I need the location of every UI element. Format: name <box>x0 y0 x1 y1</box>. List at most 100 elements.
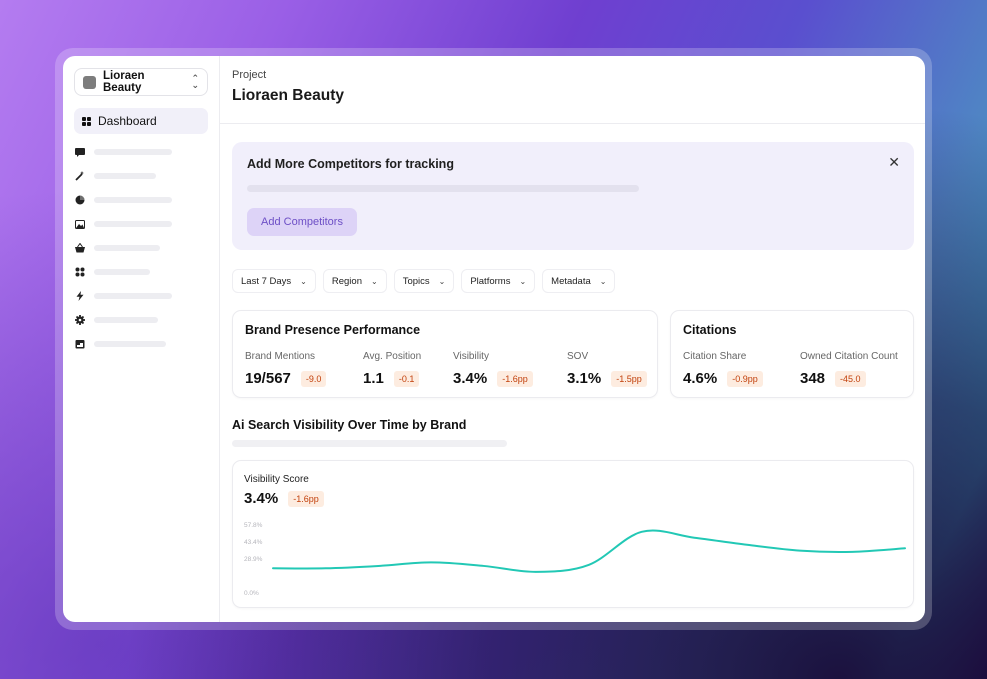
breadcrumb: Project <box>232 69 267 81</box>
metric-visibility: Visibility 3.4% -1.6pp <box>453 351 533 387</box>
message-icon <box>75 147 85 157</box>
delta-badge: -1.6pp <box>497 370 533 387</box>
card-title: Brand Presence Performance <box>245 323 421 337</box>
grid-icon <box>82 116 91 126</box>
image-icon <box>75 219 85 229</box>
sidebar-item-placeholder <box>94 293 172 299</box>
y-tick-label: 0.0% <box>244 590 259 597</box>
banner-title: Add More Competitors for tracking <box>247 157 454 171</box>
page-header: Project Lioraen Beauty <box>220 56 925 124</box>
sidebar-item-automations[interactable] <box>74 284 208 308</box>
main-content: Project Lioraen Beauty Add More Competit… <box>220 56 925 622</box>
metric-label: Visibility <box>453 351 489 362</box>
sidebar-item-dashboard[interactable]: Dashboard <box>74 108 208 134</box>
delta-badge: -1.6pp <box>288 490 324 507</box>
chevron-down-icon: ⌄ <box>599 276 607 286</box>
sidebar-item-apps[interactable] <box>74 260 208 284</box>
y-tick-label: 28.9% <box>244 556 263 563</box>
metric-label: Citation Share <box>683 351 747 362</box>
metric-value: 348 <box>800 370 826 387</box>
sidebar: Lioraen Beauty ⌃ ⌄ Dashboard <box>63 56 220 622</box>
bolt-icon <box>75 291 85 301</box>
magic-wand-icon <box>75 171 85 181</box>
filter-label: Last 7 Days <box>241 275 292 287</box>
banner-text-placeholder <box>247 185 639 192</box>
sidebar-item-placeholder <box>94 197 172 203</box>
settings-icon <box>75 315 85 325</box>
metric-label: Owned Citation Count <box>800 351 898 362</box>
sidebar-item-placeholder <box>94 245 160 251</box>
sidebar-item-placeholder <box>94 269 150 275</box>
metric-avg-position: Avg. Position 1.1 -0.1 <box>363 351 421 387</box>
filter-topics[interactable]: Topics ⌄ <box>393 269 455 293</box>
chart-value-row: 3.4% -1.6pp <box>244 490 324 507</box>
filter-region[interactable]: Region ⌄ <box>322 269 387 293</box>
chart-label: Visibility Score <box>244 474 309 485</box>
sidebar-item-calendar[interactable] <box>74 332 208 356</box>
brand-presence-card: Brand Presence Performance Brand Mention… <box>232 310 658 398</box>
metric-owned-citation-count: Owned Citation Count 348 -45.0 <box>800 351 898 387</box>
metric-value: 4.6% <box>683 370 718 387</box>
metric-brand-mentions: Brand Mentions 19/567 -9.0 <box>245 351 327 387</box>
chart-value: 3.4% <box>244 490 279 507</box>
y-tick-label: 57.8% <box>244 522 263 529</box>
delta-badge: -1.5pp <box>611 370 647 387</box>
section-subtitle-placeholder <box>232 440 507 447</box>
chevron-up-down-icon: ⌃ ⌄ <box>191 73 199 90</box>
project-name: Lioraen Beauty <box>103 70 145 94</box>
metric-label: SOV <box>567 351 589 362</box>
sidebar-item-placeholder <box>94 149 172 155</box>
filter-date-range[interactable]: Last 7 Days ⌄ <box>232 269 316 293</box>
visibility-chart-card: Visibility Score 3.4% -1.6pp 0.0% 28.9% 43… <box>232 460 914 608</box>
calendar-icon <box>75 339 85 349</box>
sidebar-item-placeholder <box>94 221 172 227</box>
chevron-down-icon: ⌄ <box>438 276 446 286</box>
project-avatar <box>83 75 96 89</box>
page-title: Lioraen Beauty <box>232 87 344 104</box>
filter-platforms[interactable]: Platforms ⌄ <box>461 269 536 293</box>
line-chart: 0.0% 28.9% 43.4% 57.8% <box>244 522 906 597</box>
filter-label: Region <box>331 275 362 287</box>
metric-value: 3.4% <box>453 370 488 387</box>
sidebar-item-placeholder <box>94 341 166 347</box>
project-selector[interactable]: Lioraen Beauty ⌃ ⌄ <box>74 68 208 96</box>
visibility-series-line <box>272 529 906 573</box>
metric-citation-share: Citation Share 4.6% -0.9pp <box>683 351 763 387</box>
sidebar-item-media[interactable] <box>74 212 208 236</box>
sidebar-item-analytics[interactable] <box>74 188 208 212</box>
delta-badge: -0.9pp <box>727 370 763 387</box>
sidebar-item-label: Dashboard <box>98 114 157 128</box>
delta-badge: -45.0 <box>835 370 866 387</box>
apps-icon <box>75 267 85 277</box>
filter-metadata[interactable]: Metadata ⌄ <box>542 269 616 293</box>
competitors-banner: Add More Competitors for tracking Add Co… <box>232 142 914 250</box>
basket-icon <box>75 243 85 253</box>
app-window: Lioraen Beauty ⌃ ⌄ Dashboard <box>63 56 925 622</box>
citations-card: Citations Citation Share 4.6% -0.9pp Own… <box>670 310 914 398</box>
pie-chart-icon <box>75 195 85 205</box>
y-tick-label: 43.4% <box>244 539 263 546</box>
filter-label: Metadata <box>551 275 591 287</box>
sidebar-item-shop[interactable] <box>74 236 208 260</box>
chevron-down-icon: ⌄ <box>519 276 527 286</box>
sidebar-item-placeholder <box>94 173 156 179</box>
delta-badge: -9.0 <box>300 370 327 387</box>
metric-value: 3.1% <box>567 370 602 387</box>
chevron-down-icon: ⌄ <box>370 276 378 286</box>
metric-label: Brand Mentions <box>245 351 316 362</box>
metric-value: 19/567 <box>245 370 291 387</box>
add-competitors-button[interactable]: Add Competitors <box>247 208 357 236</box>
filter-label: Topics <box>402 275 430 287</box>
sidebar-item-messages[interactable] <box>74 140 208 164</box>
delta-badge: -0.1 <box>393 370 420 387</box>
metric-value: 1.1 <box>363 370 384 387</box>
filter-bar: Last 7 Days ⌄ Region ⌄ Topics ⌄ Platform… <box>232 269 616 293</box>
sidebar-item-magic[interactable] <box>74 164 208 188</box>
metric-label: Avg. Position <box>363 351 422 362</box>
section-title: Ai Search Visibility Over Time by Brand <box>232 418 467 432</box>
sidebar-item-settings[interactable] <box>74 308 208 332</box>
metric-sov: SOV 3.1% -1.5pp <box>567 351 647 387</box>
card-title: Citations <box>683 323 737 337</box>
filter-label: Platforms <box>470 275 511 287</box>
close-icon[interactable]: ✕ <box>888 154 900 170</box>
